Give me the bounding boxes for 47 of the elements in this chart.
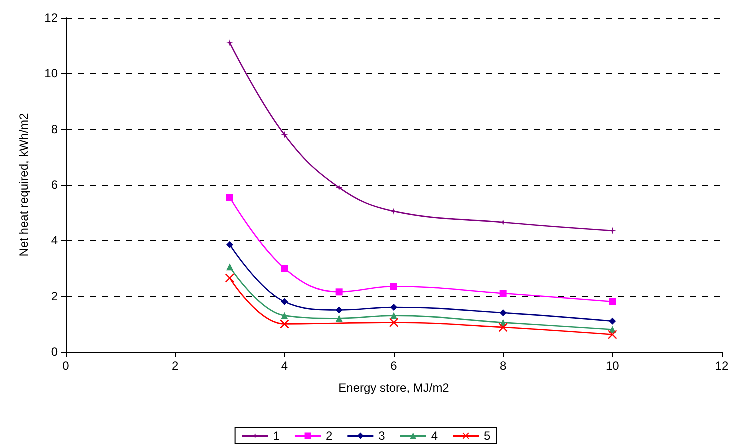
y-tick-label: 4 [51, 234, 58, 248]
x-tick-label: 0 [62, 359, 70, 373]
x-tick-label: 12 [715, 359, 729, 373]
legend-label: 4 [431, 429, 438, 443]
point [390, 283, 398, 290]
x-tick-label: 4 [281, 359, 288, 373]
y-tick-label: 6 [51, 178, 58, 192]
x-tick-label: 2 [172, 359, 179, 373]
x-axis-title: Energy store, MJ/m2 [338, 381, 450, 395]
point [609, 227, 616, 234]
point [226, 194, 234, 202]
y-tick-label: 0 [51, 345, 58, 359]
point [336, 184, 343, 192]
point [500, 290, 507, 298]
point [608, 330, 618, 340]
point [281, 131, 288, 138]
y-axis-title: Net heat required, kWh/m2 [17, 112, 31, 257]
point [390, 304, 398, 311]
point [281, 312, 288, 320]
point [336, 288, 343, 296]
point [390, 312, 398, 320]
legend-label: 1 [273, 429, 280, 443]
legend-label: 5 [484, 429, 492, 443]
legend-label: 2 [326, 429, 333, 443]
legend-label: 3 [378, 429, 386, 443]
point [280, 320, 290, 329]
point [226, 241, 234, 248]
point [226, 264, 234, 271]
point [281, 298, 288, 306]
point [609, 298, 616, 306]
y-tick-label: 10 [44, 66, 58, 81]
x-tick-label: 10 [606, 359, 620, 373]
y-tick-label: 8 [51, 122, 58, 136]
point [281, 265, 288, 272]
point [390, 208, 398, 215]
point [226, 274, 234, 283]
point [609, 318, 616, 325]
x-tick-label: 6 [390, 359, 398, 373]
point [390, 318, 398, 328]
point [500, 310, 507, 317]
y-tick-label: 12 [44, 11, 58, 25]
point [336, 306, 343, 314]
y-tick-label: 2 [51, 289, 58, 304]
point [498, 323, 508, 332]
point [336, 315, 343, 322]
point [226, 40, 234, 47]
x-tick-label: 8 [500, 359, 507, 373]
